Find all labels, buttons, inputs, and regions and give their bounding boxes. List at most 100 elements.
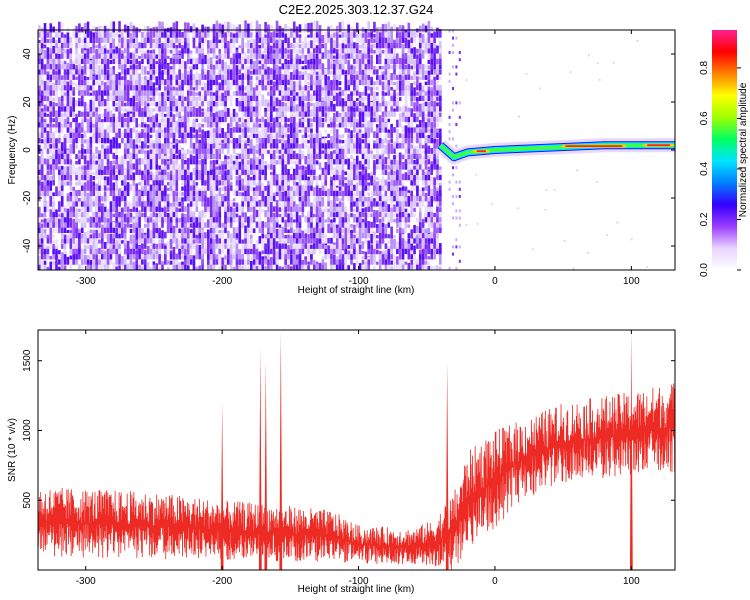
spectrogram-cell	[338, 191, 342, 197]
spectrogram-cell	[384, 193, 388, 202]
spectrogram-cell	[258, 108, 262, 117]
spectrogram-cell	[370, 213, 373, 218]
spectrogram-cell	[218, 195, 222, 202]
spectrogram-cell	[141, 58, 144, 65]
spectrogram-cell	[264, 66, 267, 75]
spectrogram-cell	[393, 186, 396, 191]
spectrogram-cell	[80, 56, 84, 65]
spectrogram-cell	[344, 211, 348, 218]
spectrogram-cell	[209, 235, 213, 244]
spectrogram-cell	[40, 81, 44, 91]
spectrogram-cell	[215, 218, 219, 228]
spectrogram-cell	[201, 199, 204, 207]
spectrogram-cell	[175, 44, 179, 49]
spectrogram-cell	[184, 206, 187, 212]
spectrogram-cell	[86, 180, 90, 191]
spectrogram-cell	[215, 166, 219, 170]
spectrogram-cell	[138, 244, 141, 255]
spectrogram-cell	[298, 61, 302, 70]
spectrogram-cell	[252, 145, 256, 149]
spectrogram-cell	[255, 247, 259, 255]
spectrogram-cell	[353, 124, 356, 133]
spectrogram-cell	[255, 265, 259, 270]
spectrogram-cell	[384, 179, 388, 186]
spectrogram-cell	[358, 65, 362, 75]
spectrogram-cell	[63, 265, 67, 270]
spectrogram-cell	[416, 180, 419, 186]
spectrogram-cell	[350, 212, 353, 218]
spectrogram-cell	[218, 187, 222, 197]
spectrogram-cell	[66, 49, 70, 54]
spectrogram-cell	[83, 139, 87, 144]
spectrogram-cell	[404, 220, 408, 228]
spectrogram-cell	[80, 201, 84, 212]
spectrogram-cell	[46, 81, 50, 91]
spectrogram-cell	[341, 186, 345, 191]
spectrogram-cell	[115, 91, 118, 102]
spectrogram-cell	[335, 258, 339, 265]
spectrogram-cell	[247, 121, 250, 128]
spectrogram-cell	[318, 56, 322, 65]
spectrogram-cell	[60, 97, 64, 107]
spectrogram-cell	[152, 49, 156, 54]
spectrogram-cell	[364, 105, 368, 112]
spectrogram-cell	[312, 106, 316, 117]
spectrogram-cell	[209, 188, 213, 197]
spectrogram-cell	[98, 98, 101, 107]
spectrogram-cell	[258, 261, 262, 270]
spectrogram-cell	[146, 245, 150, 255]
spectrogram-cell	[278, 228, 282, 234]
spectrogram-cell	[178, 90, 181, 96]
spectrogram-cell	[407, 247, 411, 260]
spectrogram-cell	[78, 198, 81, 207]
spectrogram-cell	[376, 155, 379, 165]
spectrogram-cell	[373, 69, 376, 75]
spectrogram-cell	[278, 189, 282, 197]
spectrogram-cell	[410, 43, 413, 54]
spectrogram-cell	[324, 234, 328, 239]
spectrogram-cell	[189, 150, 193, 154]
spectrogram-cell	[229, 57, 233, 65]
spectrogram-cell	[355, 33, 359, 38]
spectrogram-cell	[355, 212, 359, 218]
spectrogram-cell	[80, 172, 84, 181]
spectrogram-cell	[241, 139, 244, 144]
spectrogram-cell	[381, 117, 385, 123]
spectrogram-cell	[143, 94, 147, 102]
spectrogram-cell	[209, 94, 213, 102]
spectrogram-cell	[184, 166, 187, 175]
spectrogram-cell	[72, 255, 75, 265]
spectrogram-cell	[52, 221, 55, 228]
spectrogram-cell	[350, 113, 353, 123]
spectrogram-cell	[321, 35, 325, 43]
spectrogram-cell	[152, 41, 156, 49]
spectrogram-cell	[86, 138, 90, 149]
spectrogram-cell	[121, 240, 124, 244]
spectrogram-cell	[241, 199, 244, 207]
spectrogram-cell	[247, 94, 250, 102]
spectrogram-cell	[227, 215, 230, 223]
spectrogram-cell	[410, 51, 413, 59]
spectrogram-cell	[164, 113, 167, 117]
spectrogram-cell	[209, 250, 213, 260]
spectrogram-cell	[387, 181, 391, 191]
spectrogram-cell	[215, 172, 219, 181]
spectrogram-cell	[132, 238, 136, 244]
spectrogram-cell	[209, 96, 213, 107]
spectrogram-cell	[161, 70, 164, 75]
spectrogram-cell	[307, 110, 310, 117]
spectrogram-cell	[416, 33, 419, 38]
spectrogram-cell	[118, 188, 121, 197]
spectrogram-cell	[281, 212, 285, 218]
spectrogram-cell	[312, 200, 316, 212]
spectrogram-cell	[321, 66, 325, 70]
spectrogram-cell	[315, 45, 319, 49]
spectrogram-cell	[333, 103, 336, 112]
spectrogram-cell	[112, 99, 116, 107]
spectrogram-cell	[373, 131, 376, 138]
spectrogram-cell	[284, 139, 287, 144]
spectrogram-cell	[152, 88, 156, 96]
spectrogram-cell	[376, 38, 379, 49]
spectrogram-cell	[353, 192, 356, 202]
spectrogram-cell	[40, 213, 44, 218]
